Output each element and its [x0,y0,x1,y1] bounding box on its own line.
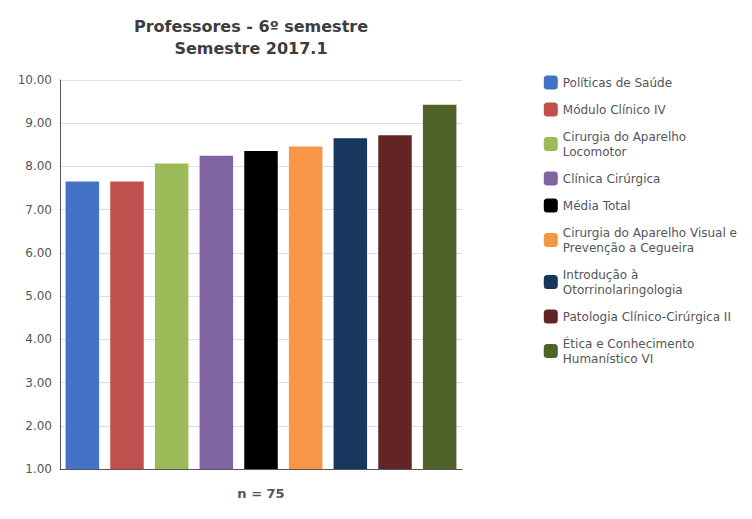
svg-text:9.00: 9.00 [25,116,52,130]
svg-text:Otorrinolaringologia: Otorrinolaringologia [563,283,683,297]
svg-text:Locomotor: Locomotor [563,145,627,159]
svg-text:1.00: 1.00 [25,462,52,476]
svg-text:Módulo Clínico IV: Módulo Clínico IV [563,103,667,117]
svg-text:2.00: 2.00 [25,419,52,433]
svg-text:Políticas de Saúde: Políticas de Saúde [563,76,672,90]
svg-text:8.00: 8.00 [25,159,52,173]
svg-text:Ética e Conhecimento: Ética e Conhecimento [563,336,695,351]
svg-text:7.00: 7.00 [25,203,52,217]
svg-text:Professores - 6º semestre: Professores - 6º semestre [134,17,368,36]
svg-text:10.00: 10.00 [18,73,52,87]
svg-text:3.00: 3.00 [25,376,52,390]
svg-text:Cirurgia do Aparelho: Cirurgia do Aparelho [563,130,686,144]
svg-text:5.00: 5.00 [25,289,52,303]
svg-text:Patologia Clínico-Cirúrgica II: Patologia Clínico-Cirúrgica II [563,310,731,324]
svg-text:Prevenção a Cegueira: Prevenção a Cegueira [563,241,694,255]
svg-text:n = 75: n = 75 [237,486,284,501]
svg-text:4.00: 4.00 [25,332,52,346]
svg-text:Humanístico VI: Humanístico VI [563,352,653,366]
svg-text:Introdução à: Introdução à [563,268,639,282]
svg-text:Clínica Cirúrgica: Clínica Cirúrgica [563,172,661,186]
svg-text:Semestre 2017.1: Semestre 2017.1 [174,39,327,58]
svg-text:Cirurgia do Aparelho Visual e: Cirurgia do Aparelho Visual e [563,226,737,240]
svg-text:Média Total: Média Total [563,199,631,213]
svg-text:6.00: 6.00 [25,246,52,260]
